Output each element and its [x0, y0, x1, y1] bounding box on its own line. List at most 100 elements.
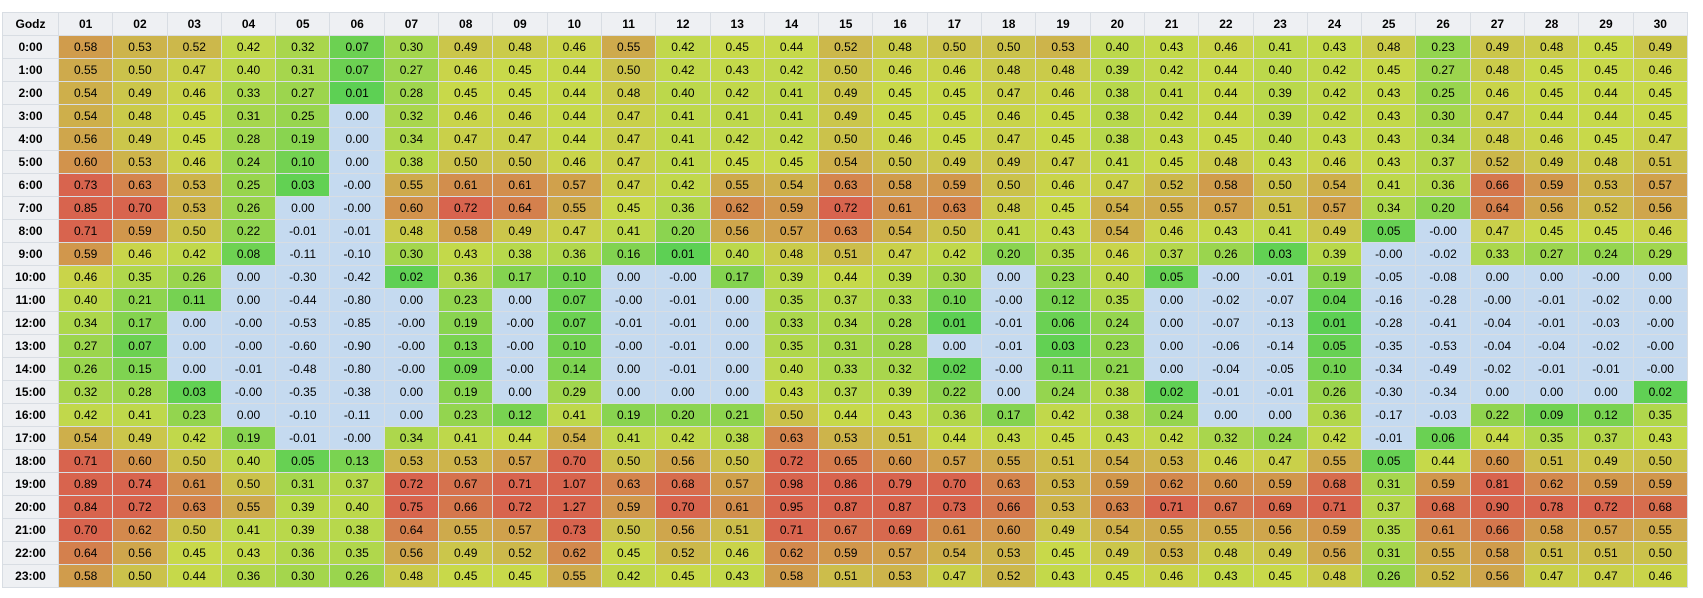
column-header: 19 [1035, 12, 1091, 36]
heat-cell: 0.23 [1089, 334, 1145, 358]
heat-cell: 0.79 [872, 472, 928, 496]
heat-cell: 0.17 [981, 403, 1037, 427]
heat-cell: 0.50 [981, 35, 1037, 59]
heat-cell: 0.53 [383, 449, 440, 473]
heat-cell: 0.45 [1578, 127, 1634, 151]
table-row: 14:00 0.26 0.15 0.00 -0.01 -0.48 -0.80 -0.00 0.0… [2, 357, 1688, 381]
heat-cell: 0.23 [1035, 265, 1091, 289]
heat-cell: 0.59 [1089, 472, 1145, 496]
heat-cell: 0.38 [1089, 81, 1145, 105]
heat-cell: -0.00 [383, 334, 440, 358]
heat-cell: 0.00 [600, 357, 657, 381]
heat-cell: 0.37 [329, 472, 385, 496]
heat-cell: 0.62 [112, 518, 168, 542]
heat-cell: 0.54 [1089, 518, 1145, 542]
heat-cell: 0.72 [1578, 495, 1634, 519]
heat-cell: -0.07 [1252, 288, 1308, 312]
heat-cell: 0.24 [1578, 242, 1634, 266]
heat-cell: 0.44 [166, 564, 222, 588]
heat-cell: 0.71 [1143, 495, 1200, 519]
heat-cell: -0.34 [1361, 357, 1417, 381]
heat-cell: 0.48 [492, 35, 548, 59]
heat-cell: 0.50 [763, 403, 820, 427]
heat-cell: 0.59 [926, 173, 983, 197]
heat-cell: 0.39 [1089, 58, 1145, 82]
heat-cell: 0.22 [1469, 403, 1526, 427]
heat-cell: 0.66 [438, 495, 494, 519]
heat-cell: -0.00 [492, 334, 548, 358]
heat-cell: -0.01 [655, 334, 711, 358]
heat-cell: 0.45 [1578, 35, 1634, 59]
heat-cell: -0.05 [1361, 265, 1417, 289]
heat-cell: 0.45 [1035, 104, 1091, 128]
heat-cell: 0.73 [926, 495, 983, 519]
heat-cell: 0.43 [1632, 426, 1688, 450]
heat-cell: 0.42 [600, 564, 657, 588]
heat-cell: 0.41 [1361, 173, 1417, 197]
heat-cell: 0.35 [329, 541, 385, 565]
heat-cell: 0.19 [438, 311, 494, 335]
heat-cell: -0.35 [275, 380, 331, 404]
heat-cell: 0.47 [600, 104, 657, 128]
heat-cell: 0.55 [1415, 541, 1471, 565]
heat-cell: 0.39 [872, 265, 928, 289]
heat-cell: -0.28 [1415, 288, 1471, 312]
heat-cell: -0.02 [1198, 288, 1254, 312]
heat-cell: -0.01 [1524, 311, 1580, 335]
heat-cell: 0.78 [1524, 495, 1580, 519]
heat-cell: 0.46 [1143, 564, 1200, 588]
heat-cell: 0.13 [438, 334, 494, 358]
heat-cell: 0.32 [275, 35, 331, 59]
heat-cell: 0.27 [383, 58, 440, 82]
heat-cell: -0.00 [492, 357, 548, 381]
row-header: 18:00 [2, 449, 59, 473]
heat-cell: -0.38 [329, 380, 385, 404]
heat-cell: 0.00 [1198, 403, 1254, 427]
heat-cell: 0.87 [872, 495, 928, 519]
heat-cell: 0.53 [818, 426, 874, 450]
heat-cell: 0.35 [1632, 403, 1688, 427]
heat-cell: -0.01 [655, 288, 711, 312]
heat-cell: -0.01 [655, 311, 711, 335]
heat-cell: 0.56 [709, 219, 765, 243]
heat-cell: 0.47 [1469, 219, 1526, 243]
heat-cell: -0.01 [1198, 380, 1254, 404]
heat-cell: 0.10 [1306, 357, 1363, 381]
heat-cell: 0.42 [166, 426, 222, 450]
heat-cell: 0.00 [329, 127, 385, 151]
heat-cell: -0.08 [1415, 265, 1471, 289]
heat-cell: 0.38 [1089, 104, 1145, 128]
heat-cell: 0.50 [492, 150, 548, 174]
heat-cell: 0.54 [1089, 196, 1145, 220]
heat-cell: -0.10 [275, 403, 331, 427]
heat-cell: 0.54 [57, 81, 114, 105]
heat-cell: 0.55 [600, 35, 657, 59]
heat-cell: 0.02 [1143, 380, 1200, 404]
heat-cell: 0.45 [1035, 541, 1091, 565]
heat-cell: -0.01 [275, 426, 331, 450]
heat-cell: 0.48 [981, 58, 1037, 82]
heat-cell: 0.57 [1198, 196, 1254, 220]
table-row: 13:00 0.27 0.07 0.00 -0.00 -0.60 -0.90 -0.00 0.1… [2, 334, 1688, 358]
heat-cell: 0.42 [1143, 58, 1200, 82]
heat-cell: 0.17 [112, 311, 168, 335]
heat-cell: 0.47 [600, 150, 657, 174]
heat-cell: 0.52 [492, 541, 548, 565]
heat-cell: 0.57 [763, 219, 820, 243]
heat-cell: -0.00 [220, 311, 277, 335]
heat-cell: 0.46 [438, 104, 494, 128]
heat-cell: 0.52 [655, 541, 711, 565]
row-header: 6:00 [2, 173, 59, 197]
heat-cell: 0.45 [655, 564, 711, 588]
heat-cell: 0.55 [57, 58, 114, 82]
heat-cell: 0.44 [763, 35, 820, 59]
heat-cell: 0.10 [275, 150, 331, 174]
heat-cell: 0.45 [1143, 150, 1200, 174]
heat-cell: -0.02 [1469, 357, 1526, 381]
table-row: 6:00 0.73 0.63 0.53 0.25 0.03 -0.00 0.55 0.61 0.6… [2, 173, 1688, 197]
heat-cell: 0.59 [1578, 472, 1634, 496]
heat-cell: 0.34 [1415, 127, 1471, 151]
heat-cell: 0.53 [1143, 541, 1200, 565]
heat-cell: -0.04 [1469, 334, 1526, 358]
heat-cell: 0.45 [492, 81, 548, 105]
